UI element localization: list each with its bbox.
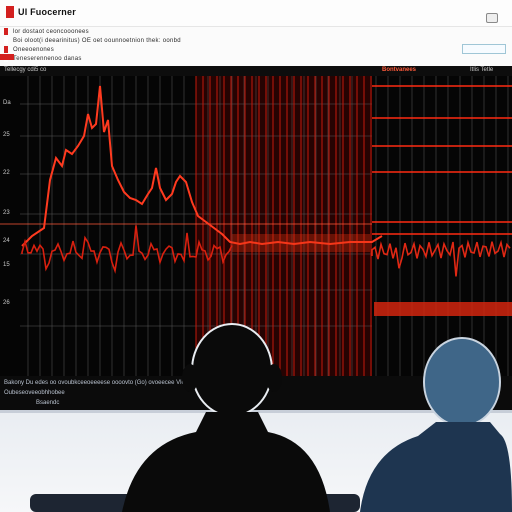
noise-trace-right <box>371 239 511 277</box>
app-brand: Ul Fuocerner <box>6 6 76 18</box>
footer-line-3: Bsaendc <box>36 400 60 406</box>
viewers-silhouettes <box>30 323 512 512</box>
primary-signal-trace <box>21 85 383 247</box>
menu-item-4[interactable]: Teneserennenoo danas <box>4 54 82 63</box>
status-marker <box>0 54 14 60</box>
axis-tick-label: Da <box>3 100 11 106</box>
axis-tick-labels: Da 25 22 23 24 15 26 <box>3 100 11 306</box>
footer-line-2: Oubeseoveeobhhobee <box>4 390 65 396</box>
viewer-right-body <box>360 422 512 512</box>
viewer-left-head <box>191 323 273 417</box>
plateau-band <box>232 234 370 252</box>
noise-trace-left <box>21 225 233 274</box>
waveform-plot: Da 25 22 23 24 15 26 <box>0 76 512 376</box>
menu-item-3[interactable]: Oneeoenones <box>4 45 54 54</box>
axis-tick-label: 15 <box>3 262 10 268</box>
footer-line-1: Bakony Du edes oo ovoubkceeoeeeese oooov… <box>4 380 197 386</box>
axis-tick-label: 26 <box>3 300 10 306</box>
monitor-header-accent: Bontvanees <box>382 67 417 73</box>
menu-bullet-icon <box>4 37 8 44</box>
viewer-right <box>360 337 512 512</box>
desk-edge <box>0 410 512 413</box>
menu-item-2[interactable]: Boi oloot(i deearinitus) OE oet oounnoet… <box>4 36 181 45</box>
viewer-left-ear <box>182 364 198 392</box>
monitor-header-right: Itlis Tetle <box>470 67 494 73</box>
window-restore-icon[interactable] <box>486 13 498 23</box>
horizontal-traces <box>0 85 512 235</box>
brand-logo-icon <box>6 6 14 18</box>
viewer-left <box>122 323 330 512</box>
axis-tick-label: 22 <box>3 170 10 176</box>
app-title: Ul Fuocerner <box>18 7 76 17</box>
axis-tick-label: 25 <box>3 132 10 138</box>
menu-bullet-icon <box>4 28 8 35</box>
axis-tick-label: 23 <box>3 210 10 216</box>
viewer-left-ear <box>266 364 282 392</box>
viewer-right-head <box>423 337 501 427</box>
monitor-header-left: Tellecgy cdi5 co <box>4 67 47 73</box>
search-input[interactable] <box>462 44 506 54</box>
title-bar: Ul Fuocerner <box>0 0 512 27</box>
menu-bullet-icon <box>4 46 8 53</box>
axis-tick-label: 24 <box>3 238 10 244</box>
level-band <box>374 302 512 316</box>
monitor-header <box>0 66 512 76</box>
viewer-left-body <box>122 412 330 512</box>
menu-item-1[interactable]: lor dostaot ceoncooonees <box>4 27 89 36</box>
